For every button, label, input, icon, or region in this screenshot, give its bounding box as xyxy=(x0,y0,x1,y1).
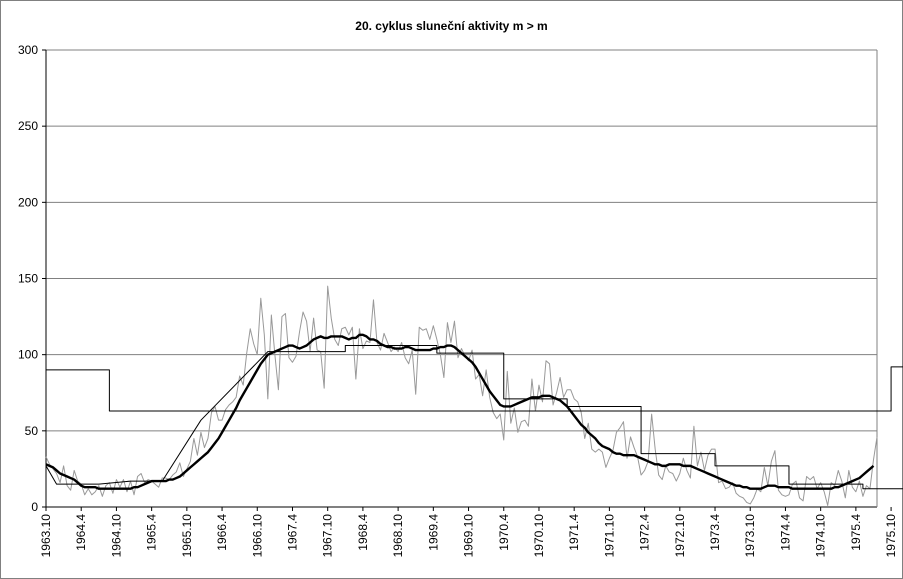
y-tick-label: 250 xyxy=(18,119,38,133)
x-tick-label: 1973.10 xyxy=(743,514,757,558)
series-line-3 xyxy=(45,345,903,490)
x-tick-label: 1975.4 xyxy=(849,514,863,551)
x-tick-label: 1963.10 xyxy=(39,514,53,558)
x-tick-label: 1966.4 xyxy=(215,514,229,551)
x-tick-label: 1964.10 xyxy=(109,514,123,558)
x-tick-label: 1967.4 xyxy=(285,514,299,551)
x-tick-label: 1967.10 xyxy=(321,514,335,558)
series-lines xyxy=(45,285,903,506)
y-tick-label: 150 xyxy=(18,272,38,286)
x-tick-label: 1970.10 xyxy=(532,514,546,558)
x-tick-labels: 1963.10 1964.4 1964.10 1965.4 1965.10 1966.4 1… xyxy=(39,514,898,558)
y-tick-label: 50 xyxy=(25,424,39,438)
x-tick-label: 1964.4 xyxy=(74,514,88,551)
chart-title: 20. cyklus sluneční aktivity m > m xyxy=(355,19,548,33)
x-tick-label: 1972.4 xyxy=(638,514,652,551)
y-tick-label: 100 xyxy=(18,348,38,362)
series-line-1 xyxy=(45,285,878,506)
axes xyxy=(42,49,892,511)
gridlines xyxy=(46,49,877,432)
x-tick-label: 1965.4 xyxy=(145,514,159,551)
x-tick-label: 1969.10 xyxy=(462,514,476,558)
x-tick-label: 1974.10 xyxy=(814,514,828,558)
x-tick-label: 1973.4 xyxy=(708,514,722,551)
y-tick-labels: 0 50 100 150 200 250 300 xyxy=(18,43,38,514)
y-tick-label: 0 xyxy=(31,500,38,514)
x-tick-label: 1968.4 xyxy=(356,514,370,551)
x-tick-label: 1966.10 xyxy=(250,514,264,558)
x-tick-label: 1972.10 xyxy=(673,514,687,558)
x-tick-label: 1970.4 xyxy=(497,514,511,551)
x-tick-label: 1975.10 xyxy=(884,514,898,558)
y-tick-label: 300 xyxy=(18,43,38,57)
y-tick-label: 200 xyxy=(18,195,38,209)
x-tick-label: 1969.4 xyxy=(426,514,440,551)
x-tick-label: 1968.10 xyxy=(391,514,405,558)
x-tick-label: 1965.10 xyxy=(180,514,194,558)
series-line-4 xyxy=(46,366,903,412)
series-line-2 xyxy=(45,333,875,490)
x-tick-label: 1974.4 xyxy=(778,514,792,551)
x-tick-label: 1971.4 xyxy=(567,514,581,551)
x-tick-label: 1971.10 xyxy=(602,514,616,558)
